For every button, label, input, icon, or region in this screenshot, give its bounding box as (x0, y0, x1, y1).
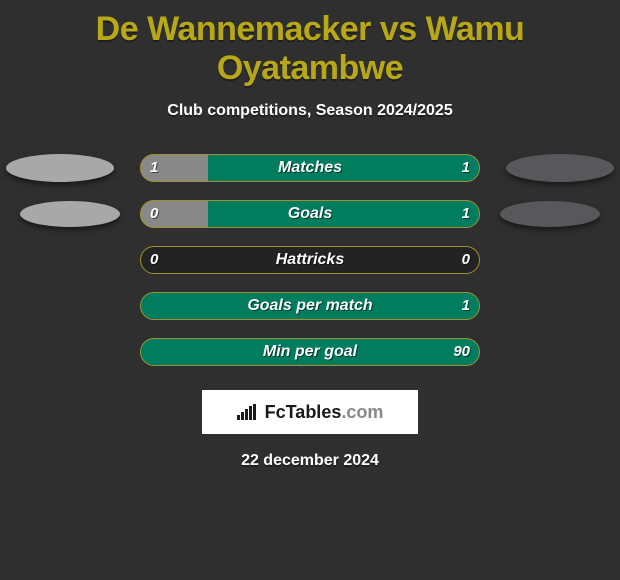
date-label: 22 december 2024 (0, 452, 620, 470)
right-fill (140, 338, 480, 366)
logo-text-dark: FcTables (265, 402, 342, 422)
right-fill (208, 200, 480, 228)
logo-text: FcTables.com (265, 402, 384, 423)
logo-text-light: .com (341, 402, 383, 422)
left-value: 0 (150, 200, 158, 228)
right-value: 1 (462, 154, 470, 182)
left-value: 0 (150, 246, 158, 274)
metric-track (140, 246, 480, 274)
right-team-marker (506, 154, 614, 182)
right-fill (208, 154, 480, 182)
right-team-marker (500, 201, 600, 227)
right-value: 90 (453, 338, 470, 366)
metric-track (140, 154, 480, 182)
right-value: 1 (462, 292, 470, 320)
fctables-logo: FcTables.com (202, 390, 418, 434)
right-value: 1 (462, 200, 470, 228)
subtitle: Club competitions, Season 2024/2025 (0, 102, 620, 120)
left-team-marker (6, 154, 114, 182)
right-value: 0 (462, 246, 470, 274)
metric-row: 90Min per goal (0, 338, 620, 366)
metric-row: 11Matches (0, 154, 620, 182)
metric-track (140, 338, 480, 366)
left-value: 1 (150, 154, 158, 182)
page-title: De Wannemacker vs Wamu Oyatambwe (0, 0, 620, 88)
metric-row: 00Hattricks (0, 246, 620, 274)
metric-track (140, 292, 480, 320)
metric-row: 1Goals per match (0, 292, 620, 320)
right-fill (140, 292, 480, 320)
metric-row: 01Goals (0, 200, 620, 228)
metric-track (140, 200, 480, 228)
bar-chart-icon (237, 404, 259, 420)
metrics-container: 11Matches01Goals00Hattricks1Goals per ma… (0, 154, 620, 366)
left-team-marker (20, 201, 120, 227)
